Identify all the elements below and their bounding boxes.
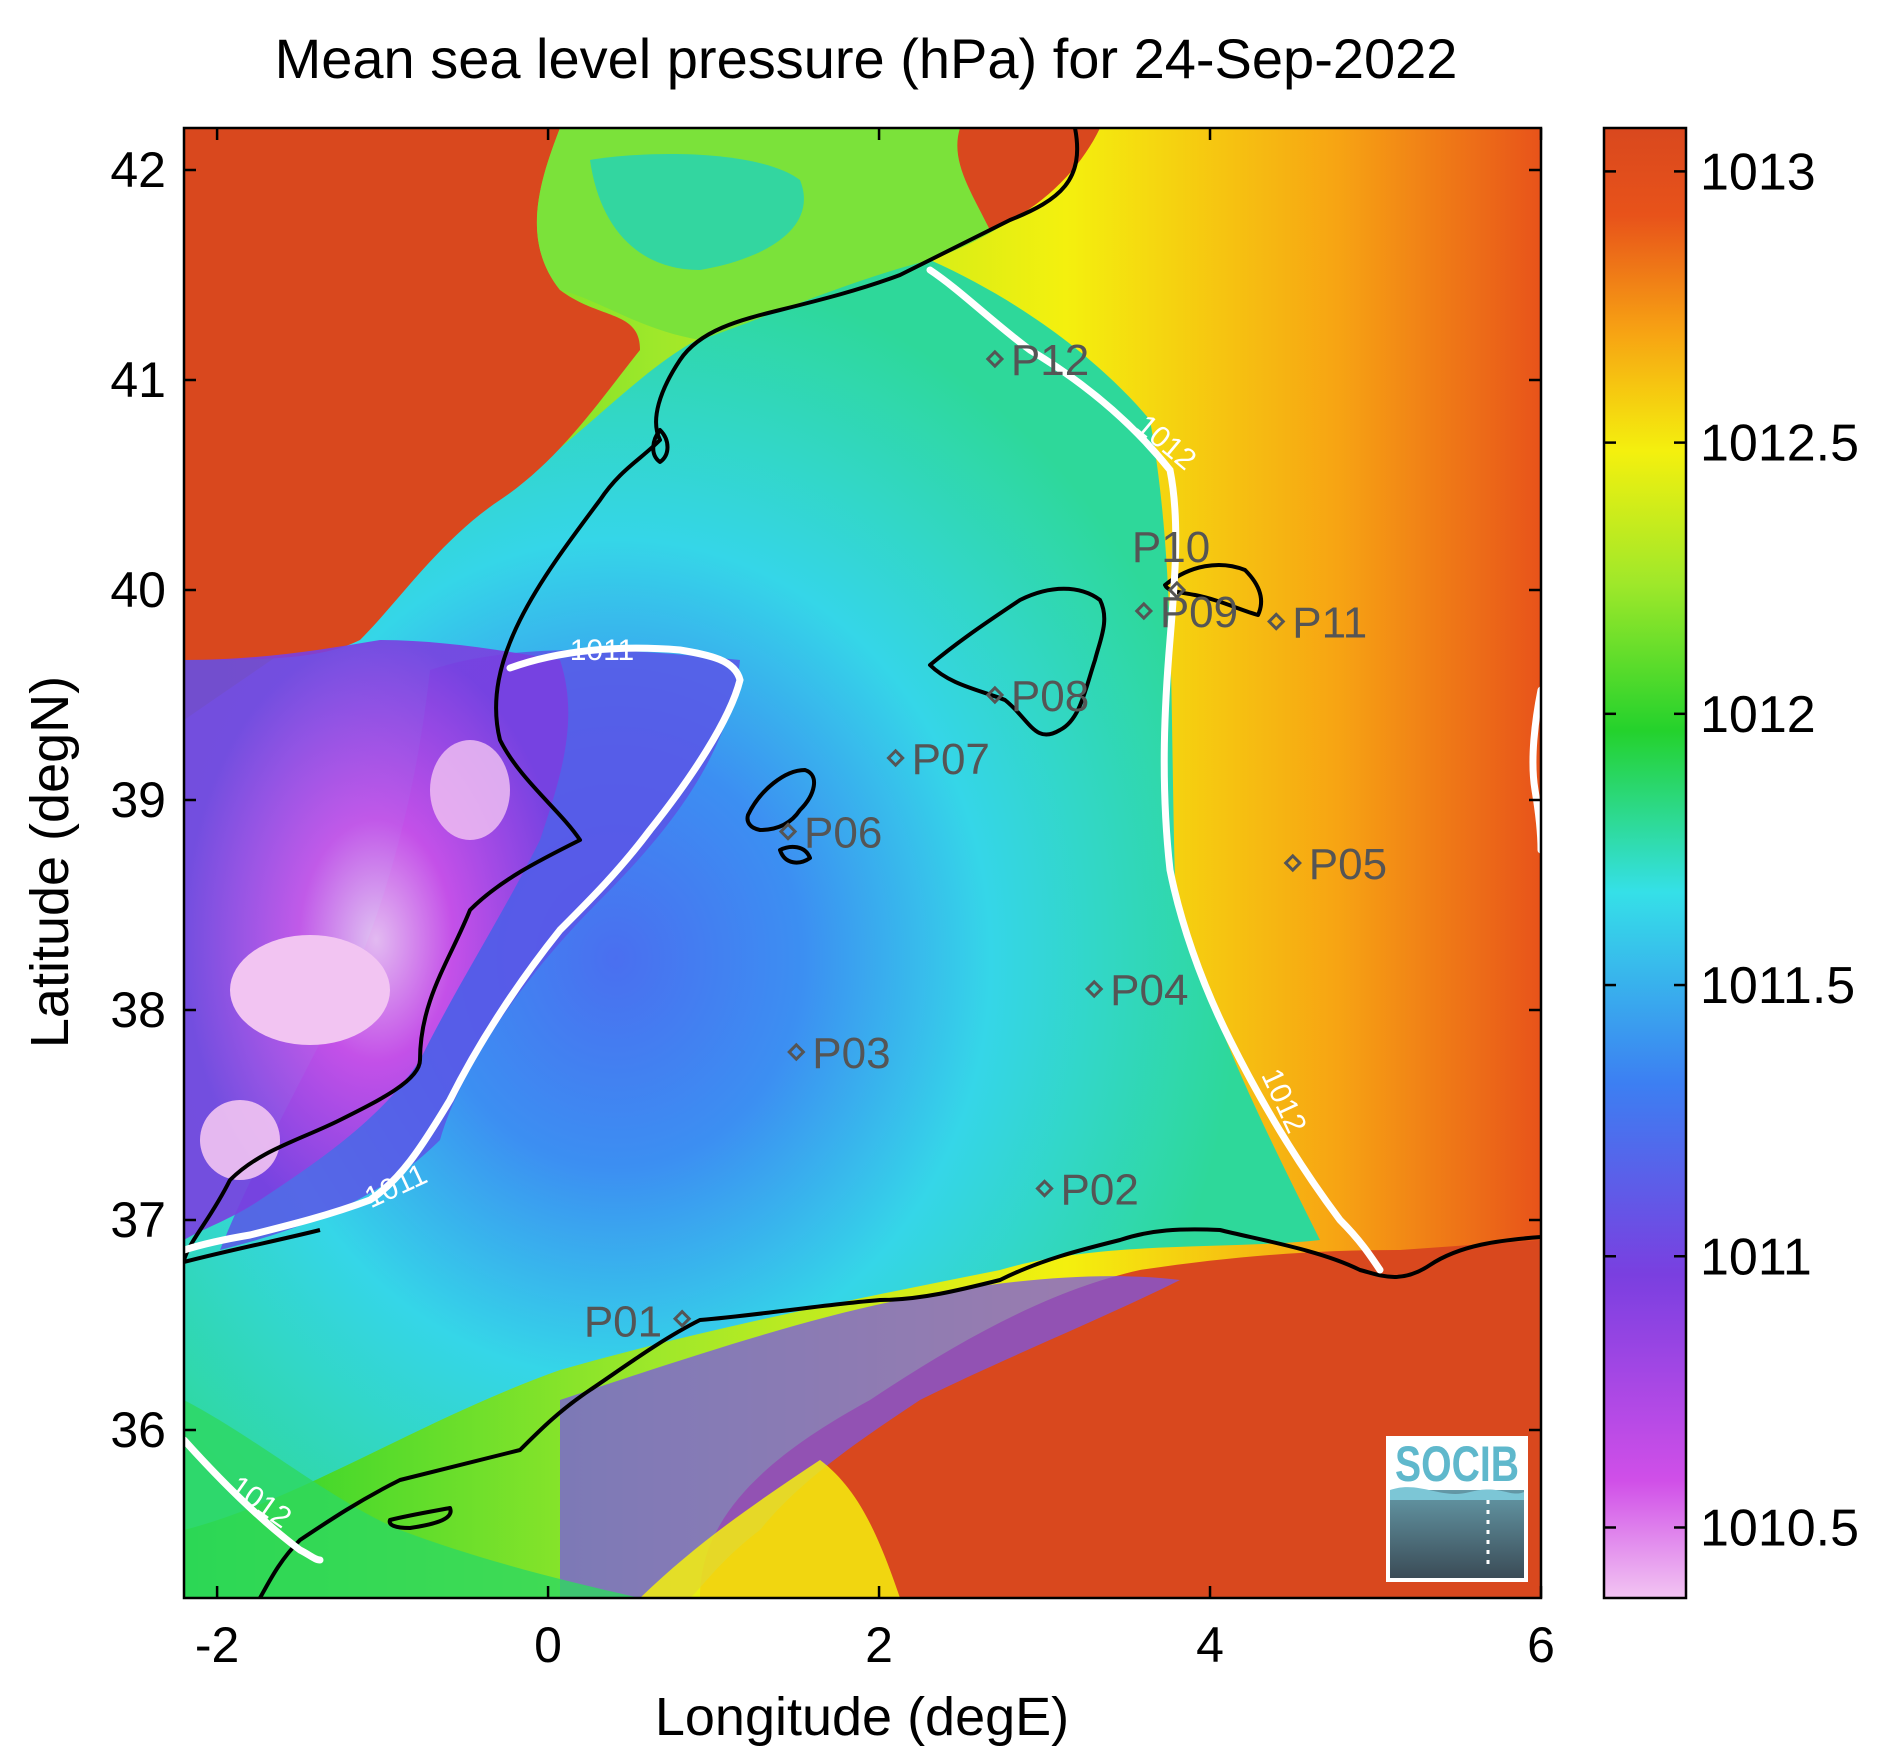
y-axis-ticks: 36 37 38 39 40 41 42 (110, 142, 1541, 1458)
station-p09[interactable]: P09 (1134, 588, 1238, 637)
station-p03[interactable]: P03 (787, 1029, 891, 1078)
x-tick-label: 6 (1527, 1617, 1555, 1673)
y-tick-label: 42 (110, 142, 166, 198)
station-label: P03 (812, 1029, 890, 1078)
colorbar-tick-label: 1011.5 (1700, 957, 1855, 1015)
station-p12[interactable]: P12 (985, 336, 1089, 385)
x-axis-label: Longitude (degE) (655, 1687, 1069, 1747)
x-tick-label: 4 (1196, 1617, 1224, 1673)
colorbar-tick-label: 1012.5 (1700, 415, 1859, 473)
station-label: P12 (1011, 336, 1089, 385)
station-label: P02 (1061, 1166, 1139, 1215)
station-p05[interactable]: P05 (1283, 840, 1387, 889)
station-label: P01 (584, 1298, 662, 1347)
plot-frame (182, 126, 1543, 1600)
station-marker (1134, 601, 1154, 621)
x-tick-label: -2 (195, 1617, 239, 1673)
coastlines (184, 128, 1541, 1598)
x-axis-ticks: -2 0 2 4 6 (195, 128, 1555, 1673)
y-axis-label: Latitude (degN) (20, 676, 80, 1048)
colorbar-tick-label: 1011 (1700, 1228, 1812, 1286)
station-marker (1035, 1179, 1054, 1198)
colorbar-tick-label: 1012 (1700, 686, 1816, 744)
station-label: P09 (1160, 588, 1238, 637)
colorbar-tick-label: 1013 (1700, 143, 1816, 201)
station-p10[interactable]: P10 (1132, 523, 1210, 600)
colorbar-tick-label: 1010.5 (1700, 1499, 1859, 1557)
station-marker (985, 685, 1005, 705)
station-marker (886, 748, 905, 768)
station-p01[interactable]: P01 (584, 1298, 692, 1347)
station-label: P05 (1309, 840, 1387, 889)
station-p07[interactable]: P07 (886, 735, 990, 784)
y-tick-label: 41 (110, 352, 166, 408)
station-label: P10 (1132, 523, 1210, 572)
y-tick-label: 38 (110, 982, 166, 1038)
socib-logo: SOCIB (1386, 1436, 1528, 1582)
station-marker (985, 349, 1005, 369)
station-label: P04 (1110, 966, 1188, 1015)
colorbar-ticks: 1010.5 1011 1011.5 1012 1012.5 1013 (1604, 143, 1859, 1557)
station-marker (1167, 580, 1187, 600)
y-tick-label: 37 (110, 1192, 166, 1248)
station-marker (1283, 853, 1302, 873)
station-label: P08 (1011, 672, 1089, 721)
pressure-heatmap (184, 128, 1541, 1598)
station-marker (1084, 979, 1104, 999)
station-marker (778, 822, 798, 841)
station-p08[interactable]: P08 (985, 672, 1089, 721)
figure-title: Mean sea level pressure (hPa) for 24-Sep… (275, 27, 1458, 90)
contours (184, 266, 1541, 1564)
stations: P01 P02 P03 P04 P05 P06 P07 P08 P09 P10 P11 P12 (584, 336, 1387, 1347)
station-p02[interactable]: P02 (1035, 1166, 1139, 1215)
station-p04[interactable]: P04 (1084, 966, 1188, 1015)
station-marker (787, 1042, 806, 1062)
logo-text: SOCIB (1395, 1436, 1519, 1492)
station-label: P07 (912, 735, 990, 784)
contour-label: 1011 (570, 634, 635, 667)
station-marker (672, 1309, 692, 1328)
y-tick-label: 36 (110, 1402, 166, 1458)
y-tick-label: 40 (110, 562, 166, 618)
station-marker (1267, 612, 1286, 631)
x-tick-label: 0 (534, 1617, 562, 1673)
station-label: P11 (1292, 599, 1367, 648)
colorbar (1602, 126, 1688, 1600)
station-p06[interactable]: P06 (778, 809, 882, 858)
station-p11[interactable]: P11 (1267, 599, 1367, 648)
y-tick-label: 39 (110, 772, 166, 828)
station-label: P06 (804, 809, 882, 858)
x-tick-label: 2 (865, 1617, 893, 1673)
